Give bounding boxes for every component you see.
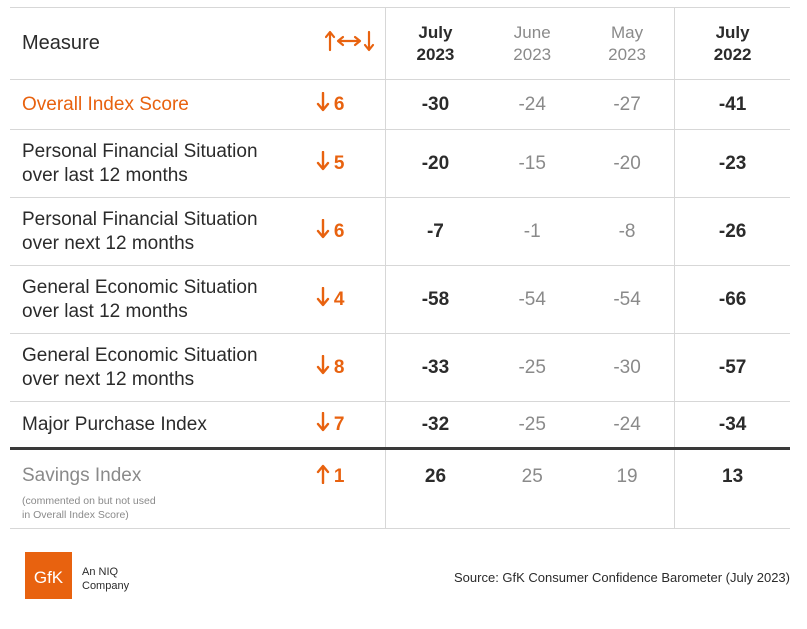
value-jun-2023: -24 [518, 93, 546, 115]
confidence-table: Measure July 2023 June [10, 7, 790, 529]
change-column-header [316, 8, 386, 80]
value-may-2023: -30 [613, 356, 641, 378]
value-jul-2022: -34 [674, 401, 790, 449]
value-jun-2023: -1 [523, 220, 541, 242]
measure-cell: General Economic Situation over last 12 … [22, 276, 258, 322]
company-tagline: An NIQ Company [82, 566, 130, 592]
value-jun-2023: -25 [518, 413, 546, 435]
col-header-may-2023: May 2023 [608, 22, 646, 64]
value-may-2023: -27 [613, 93, 641, 115]
table-row: General Economic Situation over last 12 … [10, 265, 790, 334]
down-arrow-icon [316, 286, 330, 313]
table-row: General Economic Situation over next 12 … [10, 333, 790, 402]
measure-cell: Personal Financial Situation over next 1… [22, 208, 258, 254]
down-arrow-icon [316, 150, 330, 177]
value-jul-2022: 13 [674, 448, 790, 529]
table-row: Personal Financial Situation over next 1… [10, 197, 790, 266]
down-arrow-icon [316, 411, 330, 438]
value-jul-2023: 26 [385, 448, 485, 529]
table-row: Overall Index Score 6 -30 -24 -27 -41 [10, 79, 790, 130]
savings-note: (commented on but not used in Overall In… [22, 495, 156, 521]
down-arrow-icon [316, 218, 330, 245]
measure-cell: Major Purchase Index [22, 413, 207, 435]
value-may-2023: -8 [618, 220, 636, 242]
change-cell: 7 [316, 402, 386, 449]
value-jul-2023: -30 [385, 79, 485, 130]
updownarrows-icon [324, 30, 377, 57]
down-arrow-icon [316, 91, 330, 118]
change-cell: 6 [316, 198, 386, 266]
table-row: Personal Financial Situation over last 1… [10, 129, 790, 198]
value-may-2023: 19 [616, 466, 638, 487]
measure-cell: Personal Financial Situation over last 1… [22, 140, 258, 186]
value-may-2023: -20 [613, 152, 641, 174]
value-jul-2023: -32 [385, 401, 485, 449]
value-jul-2023: -7 [385, 197, 485, 266]
col-header-jul-2022: July 2022 [674, 7, 790, 80]
value-may-2023: -24 [613, 413, 641, 435]
value-jun-2023: -25 [518, 356, 546, 378]
down-arrow-icon [316, 354, 330, 381]
measure-column-header: Measure [22, 32, 100, 54]
gfk-logo: GfK [25, 552, 72, 599]
value-jul-2023: -20 [385, 129, 485, 198]
up-arrow-icon [316, 464, 330, 490]
value-jul-2023: -58 [385, 265, 485, 334]
value-may-2023: -54 [613, 288, 641, 310]
change-cell: 1 [316, 449, 386, 529]
value-jul-2022: -41 [674, 79, 790, 130]
value-jul-2023: -33 [385, 333, 485, 402]
value-jul-2022: -26 [674, 197, 790, 266]
header-row: Measure July 2023 June [10, 7, 790, 80]
col-header-jun-2023: June 2023 [513, 22, 552, 64]
change-cell: 5 [316, 130, 386, 198]
value-jul-2022: -66 [674, 265, 790, 334]
table-row: Major Purchase Index 7 -32 -25 -24 -34 [10, 401, 790, 449]
change-cell: 4 [316, 266, 386, 334]
table-row: Savings Index (commented on but not used… [10, 448, 790, 529]
value-jun-2023: 25 [521, 466, 543, 487]
value-jul-2022: -57 [674, 333, 790, 402]
measure-cell: Savings Index (commented on but not used… [10, 449, 316, 529]
value-jun-2023: -54 [518, 288, 546, 310]
logo-text: GfK [34, 568, 64, 587]
change-cell: 8 [316, 334, 386, 402]
source-note: Source: GfK Consumer Confidence Baromete… [454, 570, 790, 585]
value-jun-2023: -15 [518, 152, 546, 174]
measure-cell: General Economic Situation over next 12 … [22, 344, 258, 390]
measure-cell: Overall Index Score [22, 93, 189, 115]
change-cell: 6 [316, 80, 386, 130]
col-header-jul-2023: July 2023 [385, 7, 485, 80]
value-jul-2022: -23 [674, 129, 790, 198]
